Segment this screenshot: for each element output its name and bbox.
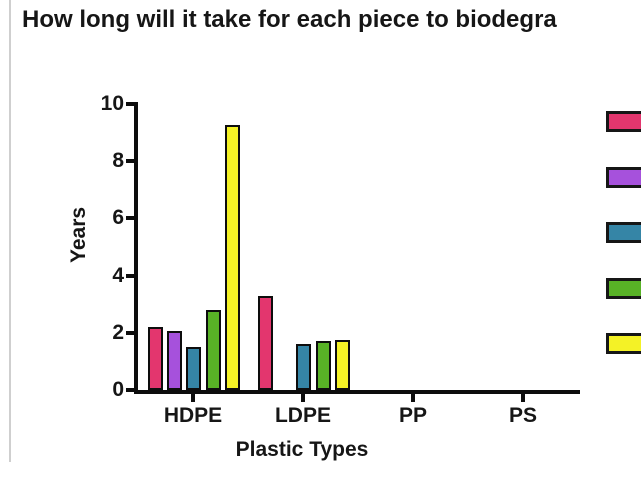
bar-ldpe-green-series [315, 341, 331, 390]
y-tick-label: 0 [112, 378, 124, 401]
y-tick-mark [126, 102, 134, 106]
y-tick-mark [126, 330, 134, 335]
legend-swatch-purple-series [606, 166, 641, 188]
legend-swatch-pink-series [606, 111, 641, 132]
y-tick-mark [126, 159, 134, 164]
bar-hdpe-green-series [205, 309, 221, 390]
y-tick-label: 6 [112, 206, 124, 230]
y-axis-line [134, 102, 138, 394]
chart-title: How long will it take for each piece to … [22, 6, 557, 33]
legend-swatch-teal-series [606, 222, 641, 243]
bar-ldpe-pink-series [258, 295, 273, 390]
x-axis-line [134, 390, 580, 394]
y-tick-label: 8 [112, 149, 124, 173]
x-tick-label-hdpe: HDPE [163, 404, 223, 427]
x-tick-mark [521, 394, 525, 402]
x-tick-mark [191, 394, 195, 402]
x-tick-mark [301, 394, 305, 402]
x-tick-label-ldpe: LDPE [274, 404, 331, 427]
y-tick-label: 2 [112, 320, 124, 344]
x-tick-mark [411, 394, 415, 402]
bar-hdpe-purple-series [167, 331, 183, 390]
bar-hdpe-pink-series [148, 327, 163, 390]
bar-hdpe-teal-series [186, 347, 202, 390]
y-tick-mark [126, 273, 134, 278]
y-tick-mark [126, 388, 134, 392]
page-left-border [9, 0, 11, 462]
legend-swatch-yellow-series [606, 333, 641, 354]
bar-hdpe-yellow-series [224, 125, 240, 390]
bar-ldpe-yellow-series [334, 339, 350, 390]
x-tick-label-ps: PS [508, 404, 537, 427]
x-axis-title: Plastic Types [235, 438, 369, 461]
x-tick-label-pp: PP [398, 404, 427, 427]
y-tick-label: 4 [112, 263, 124, 287]
y-tick-mark [126, 216, 134, 221]
legend-swatch-green-series [606, 277, 641, 299]
bar-ldpe-teal-series [296, 344, 312, 390]
y-tick-label: 10 [100, 92, 124, 115]
